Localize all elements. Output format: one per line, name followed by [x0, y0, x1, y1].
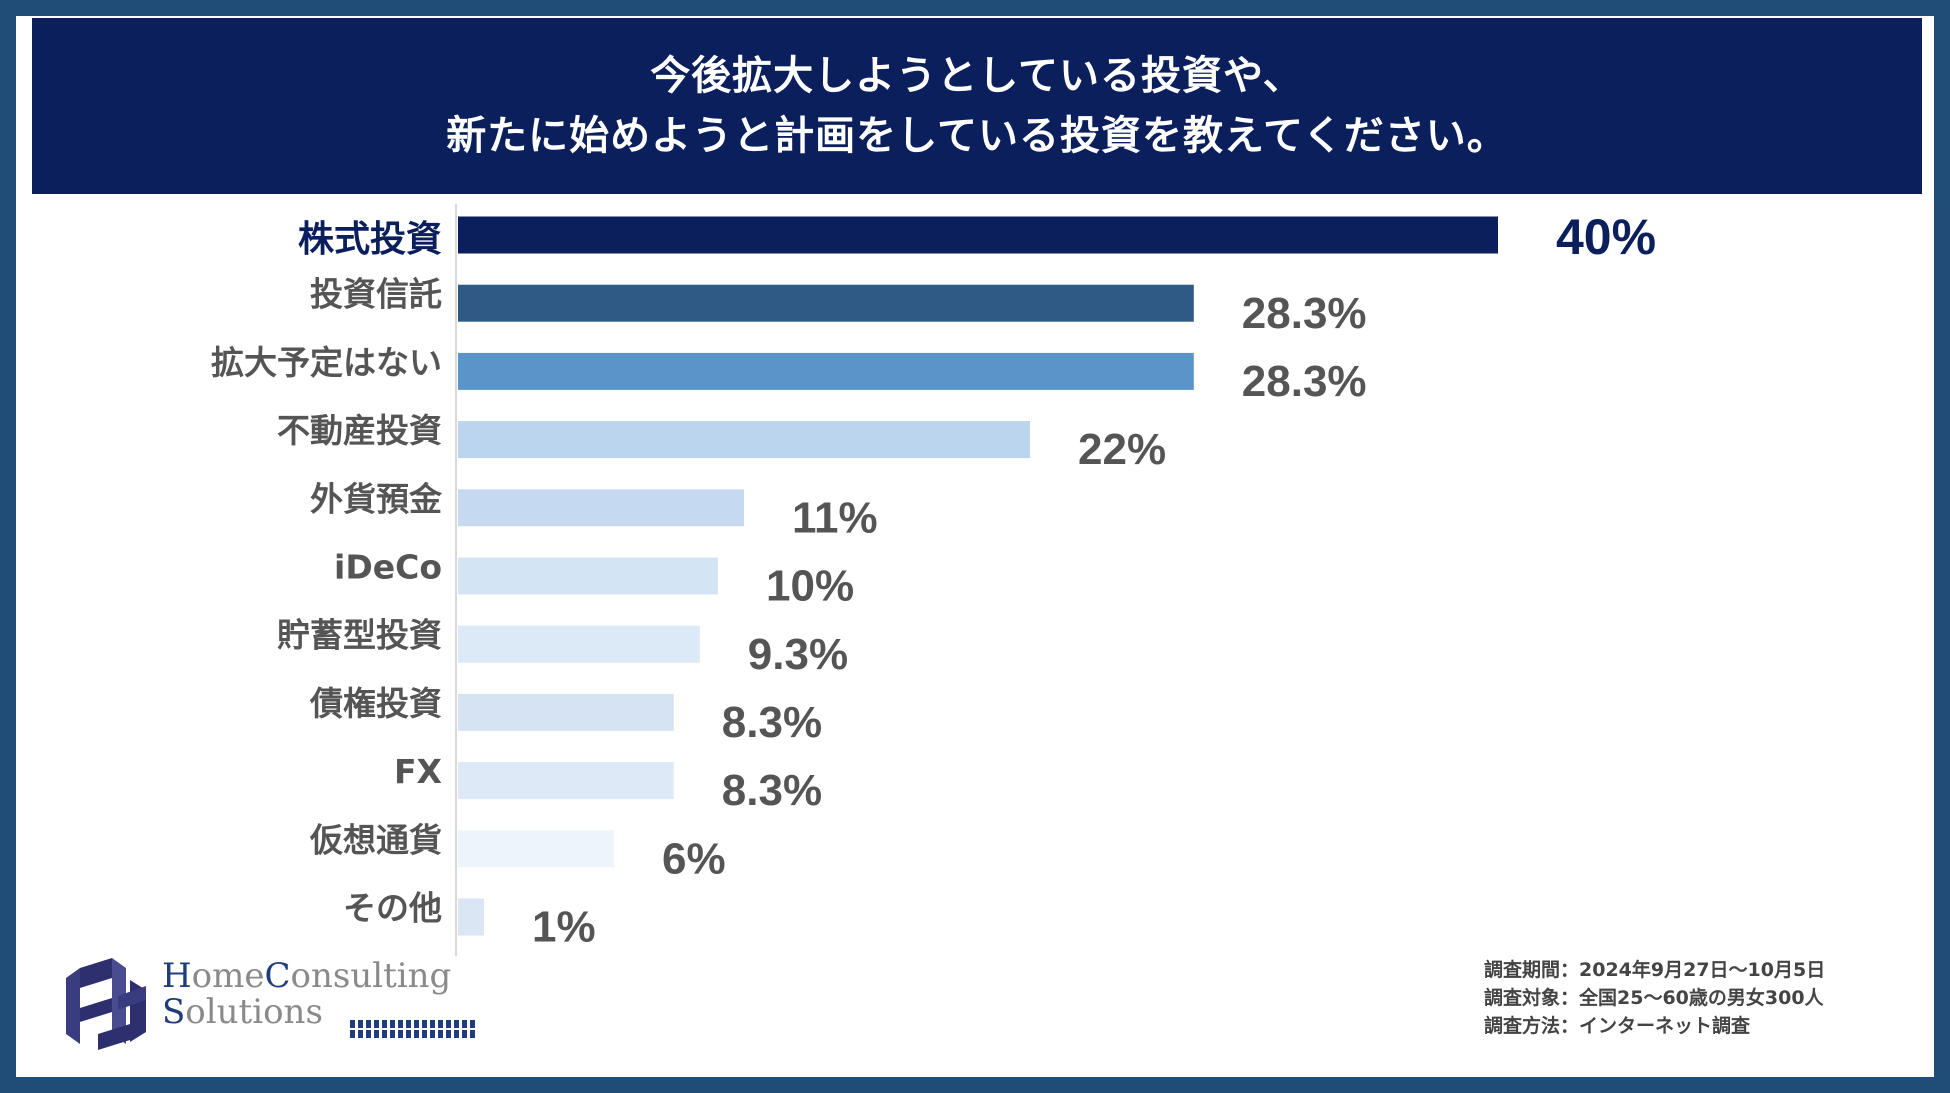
- bar: [458, 489, 744, 527]
- bar: [458, 557, 718, 595]
- survey-footnote: 調査期間：2024年9月27日～10月5日 調査対象：全国25～60歳の男女30…: [1484, 956, 1825, 1040]
- category-label: 仮想通貨: [309, 820, 442, 859]
- value-label: 22%: [1078, 425, 1166, 474]
- chart-frame: 今後拡大しようとしている投資や、 新たに始めようと計画をしている投資を教えてくだ…: [16, 16, 1934, 1077]
- value-label: 1%: [532, 903, 596, 952]
- category-label: 不動産投資: [277, 411, 442, 450]
- bar-chart: 株式投資 40% 投資信託 28.3% 拡大予定はない 28.3% 不動産投資 22% 外貨預金…: [18, 18, 1932, 1075]
- category-label: 拡大予定はない: [211, 343, 442, 382]
- value-label: 9.3%: [748, 630, 848, 679]
- value-label: 28.3%: [1242, 357, 1367, 406]
- value-label: 28.3%: [1242, 289, 1367, 338]
- bar: [458, 352, 1194, 390]
- bar: [458, 421, 1030, 459]
- bar: [458, 898, 484, 936]
- bar: [458, 216, 1498, 254]
- bar: [458, 693, 674, 731]
- bar: [458, 284, 1194, 322]
- bar: [458, 625, 700, 663]
- value-label: 6%: [662, 834, 726, 883]
- category-label: FX: [394, 752, 442, 791]
- chart-title-line2: 新たに始めようと計画をしている投資を教えてください。: [446, 113, 1508, 159]
- logo-text: HomeConsulting Solutions: [162, 956, 452, 1032]
- category-label: 外貨預金: [310, 479, 443, 518]
- survey-period: 調査期間：2024年9月27日～10月5日: [1484, 959, 1826, 981]
- hcs-logo-mark-icon: [66, 958, 146, 1050]
- chart-title-banner: 今後拡大しようとしている投資や、 新たに始めようと計画をしている投資を教えてくだ…: [32, 18, 1922, 194]
- category-label: 債権投資: [309, 684, 442, 723]
- value-label: 8.3%: [722, 766, 822, 815]
- category-label: 貯蓄型投資: [277, 616, 442, 655]
- category-label: iDeCo: [334, 548, 442, 587]
- chart-title-line1: 今後拡大しようとしている投資や、: [650, 53, 1304, 99]
- category-label: その他: [343, 889, 442, 928]
- value-label: 8.3%: [722, 698, 822, 747]
- survey-method: 調査方法：インターネット調査: [1484, 1015, 1751, 1037]
- value-label: 10%: [766, 562, 854, 611]
- value-label: 40%: [1556, 209, 1656, 265]
- category-label: 株式投資: [298, 219, 442, 260]
- company-logo: HomeConsulting Solutions: [58, 956, 498, 1056]
- bar-chart-svg: 株式投資 40% 投資信託 28.3% 拡大予定はない 28.3% 不動産投資 22% 外貨預金…: [211, 204, 1656, 956]
- survey-target: 調査対象：全国25～60歳の男女300人: [1484, 987, 1824, 1009]
- logo-stripes: [350, 1020, 478, 1038]
- value-label: 11%: [792, 493, 878, 542]
- bar: [458, 762, 674, 800]
- bar: [458, 830, 614, 868]
- category-label: 投資信託: [310, 275, 442, 314]
